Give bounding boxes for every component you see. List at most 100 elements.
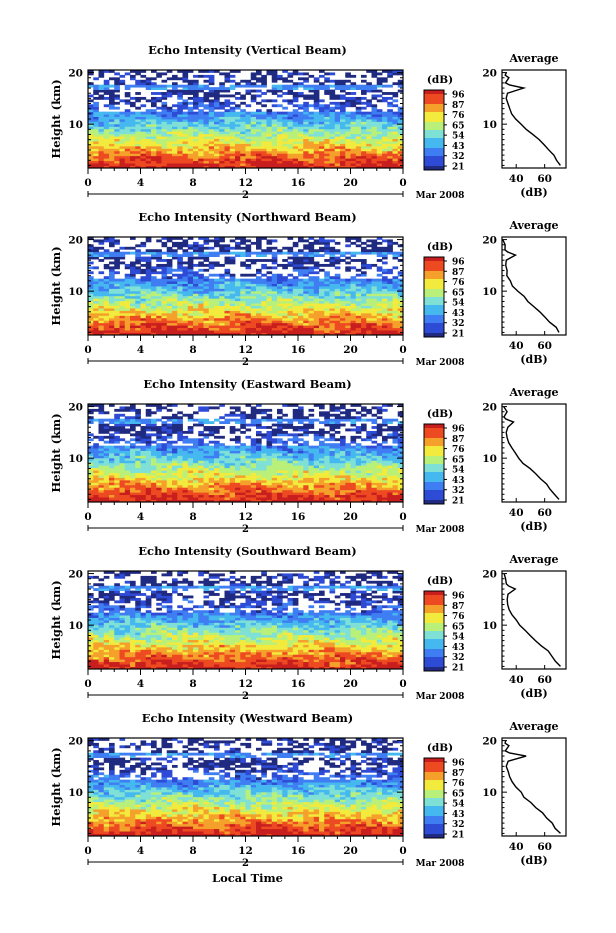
heatmap-cell [225,478,231,481]
heatmap-cell [345,328,351,331]
y-tick-label: 10 [68,119,83,131]
heatmap-cell [272,112,278,115]
heatmap-cell [219,148,225,151]
heatmap-cell [162,482,168,485]
heatmap-cell [146,156,152,159]
heatmap-cell [204,252,210,255]
heatmap-cell [293,242,299,245]
heatmap-cell [393,485,399,488]
heatmap-cell [230,131,236,134]
heatmap-cell [167,264,173,267]
heatmap-cell [340,323,346,326]
colorbar-tick-label: 87 [452,101,465,111]
heatmap-cell [146,284,152,287]
heatmap-cell [125,490,131,493]
heatmap-cell [162,80,168,83]
heatmap-cell [183,153,189,156]
heatmap-cell [99,473,105,476]
heatmap-cell [99,72,105,75]
heatmap-cell [104,163,110,166]
heatmap-cell [99,495,105,498]
heatmap-cell [99,315,105,318]
heatmap-cell [167,163,173,166]
heatmap-cell [209,281,215,284]
heatmap-cell [120,485,126,488]
x-tick-label: 12 [238,177,253,189]
heatmap-cell [141,470,147,473]
heatmap-cell [209,102,215,105]
heatmap-cell [256,286,262,289]
heatmap-cell [130,313,136,316]
heatmap-cell [288,87,294,90]
heatmap-cell [225,315,231,318]
heatmap-cell [246,306,252,309]
heatmap-cell [151,257,157,260]
heatmap-cell [351,320,357,323]
heatmap-cell [125,293,131,296]
heatmap-cell [198,281,204,284]
heatmap-cell [345,279,351,282]
heatmap-cell [345,306,351,309]
heatmap-cell [204,85,210,88]
heatmap-cell [261,490,267,493]
heatmap-cell [235,293,241,296]
heatmap-cell [277,75,283,78]
heatmap-cell [198,269,204,272]
heatmap-cell [177,475,183,478]
heatmap-cell [162,141,168,144]
heatmap-cell [267,109,273,112]
heatmap-cell [345,269,351,272]
heatmap-cell [125,279,131,282]
heatmap-cell [225,104,231,107]
heatmap-cell [177,478,183,481]
heatmap-cell [125,298,131,301]
heatmap-cell [240,318,246,321]
heatmap-cell [99,148,105,151]
heatmap-cell [282,139,288,142]
heatmap-cell [114,286,120,289]
heatmap-cell [288,262,294,265]
heatmap-cell [288,478,294,481]
heatmap-cell [235,124,241,127]
heatmap-cell [356,126,362,129]
profile-x-tick-label: 40 [509,340,524,352]
heatmap-cell [219,492,225,495]
heatmap-cell [240,136,246,139]
heatmap-cell [141,308,147,311]
heatmap-cell [372,134,378,137]
heatmap-cell [382,151,388,154]
heatmap-cell [261,301,267,304]
heatmap-cell [382,129,388,132]
heatmap-cell [351,281,357,284]
heatmap-cell [345,315,351,318]
heatmap-cell [172,75,178,78]
heatmap-cell [267,473,273,476]
heatmap-cell [204,153,210,156]
heatmap-cell [151,308,157,311]
heatmap-cell [246,301,252,304]
heatmap-cell [393,156,399,159]
heatmap-cell [314,281,320,284]
heatmap-cell [393,281,399,284]
heatmap-cell [319,325,325,328]
heatmap-cell [324,90,330,93]
heatmap-cell [340,97,346,100]
heatmap-cell [183,286,189,289]
heatmap-cell [235,244,241,247]
heatmap-cell [99,136,105,139]
heatmap-cell [99,129,105,132]
heatmap-cell [393,495,399,498]
heatmap-cell [382,284,388,287]
heatmap-cell [372,315,378,318]
heatmap-cell [125,291,131,294]
heatmap-cell [135,480,141,483]
heatmap-cell [135,126,141,129]
heatmap-cell [324,72,330,75]
heatmap-cell [225,482,231,485]
heatmap-cell [230,320,236,323]
heatmap-cell [177,315,183,318]
heatmap-cell [151,468,157,471]
heatmap-cell [141,495,147,498]
heatmap-cell [303,296,309,299]
heatmap-cell [135,497,141,500]
